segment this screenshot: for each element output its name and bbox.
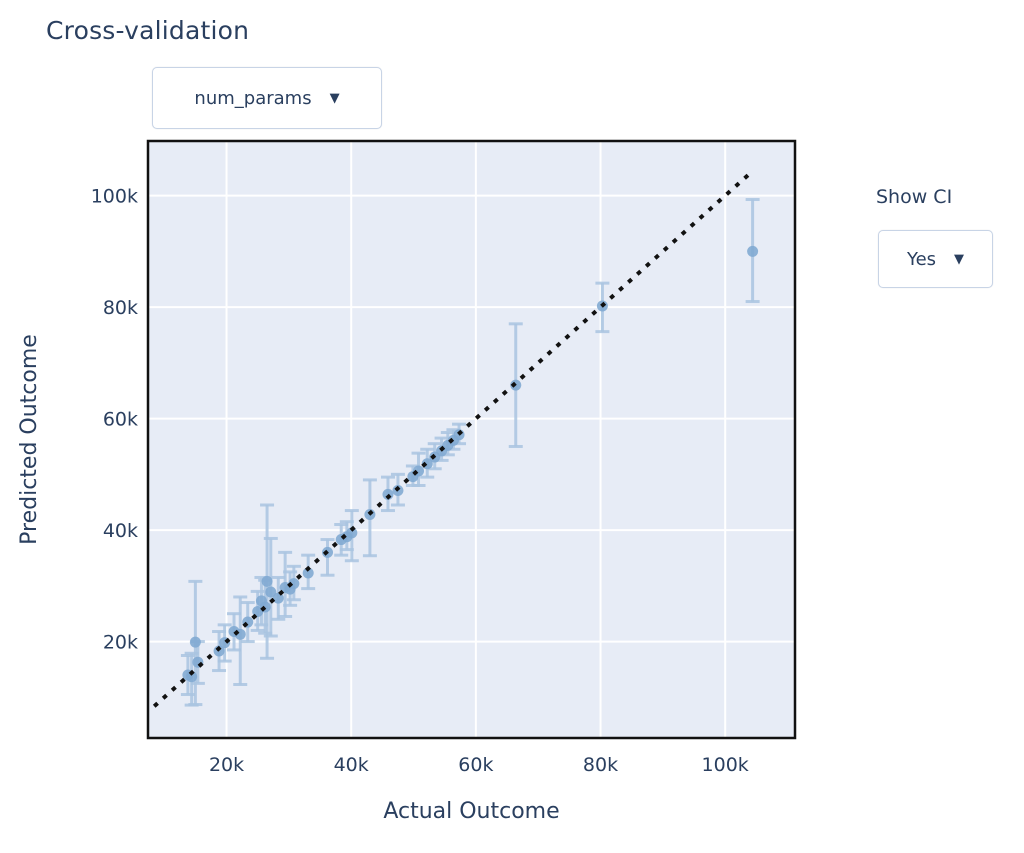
show-ci-dropdown[interactable]: Yes ▼ [878,230,993,288]
data-point[interactable] [259,601,271,613]
chevron-down-icon: ▼ [954,251,965,267]
param-dropdown-value: num_params [194,87,312,109]
data-point[interactable] [302,567,314,579]
x-tick-label: 80k [583,754,618,776]
y-tick-label: 20k [103,632,138,654]
data-point[interactable] [346,527,358,539]
x-tick-label: 20k [209,754,244,776]
data-point[interactable] [265,586,277,598]
x-tick-label: 100k [702,754,749,776]
identity-line [152,169,754,708]
y-axis-title: Predicted Outcome [17,334,42,545]
show-ci-label: Show CI [876,186,953,208]
plot-frame [146,139,797,740]
x-tick-label: 60k [458,754,493,776]
data-point[interactable] [189,636,201,648]
x-axis-title: Actual Outcome [383,799,559,824]
y-tick-label: 60k [103,409,138,431]
y-tick-label: 100k [91,186,138,208]
chevron-down-icon: ▼ [329,90,340,106]
data-point[interactable] [261,575,273,587]
page-title: Cross-validation [46,16,250,45]
y-tick-label: 80k [103,297,138,319]
data-point[interactable] [186,671,198,683]
show-ci-value: Yes [906,248,937,270]
x-tick-label: 40k [334,754,369,776]
data-point[interactable] [747,245,759,257]
y-tick-label: 40k [103,520,138,542]
param-dropdown[interactable]: num_params ▼ [152,67,382,129]
plot-area[interactable] [148,141,795,738]
